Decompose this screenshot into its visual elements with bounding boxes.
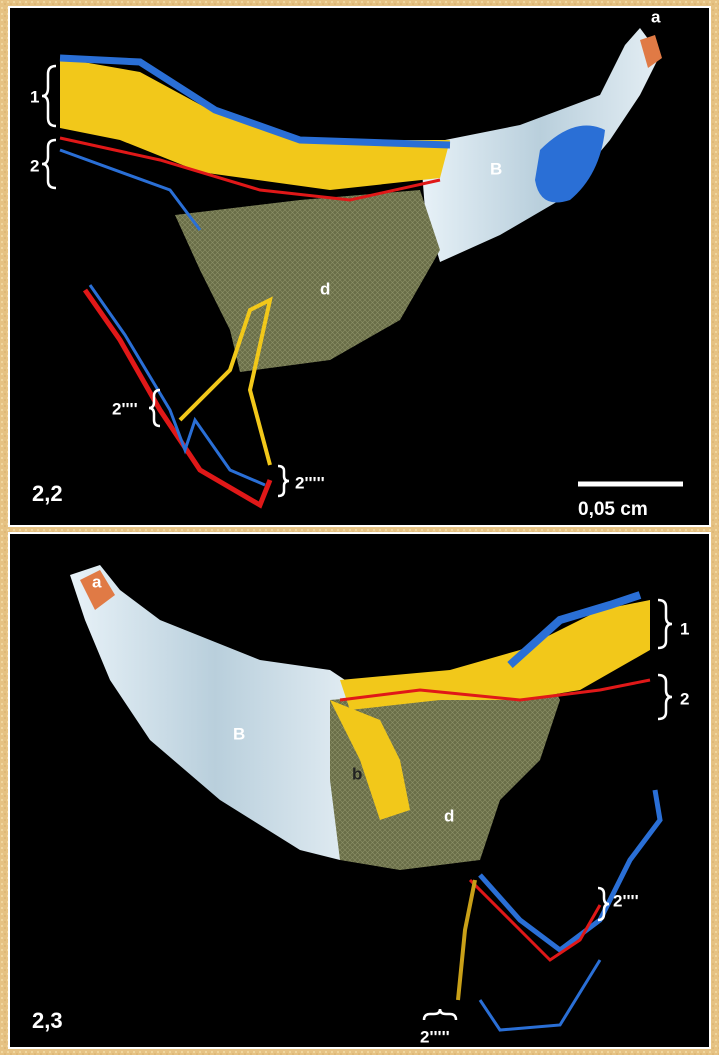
figure: 1 2 a B d 2'''' 2''''' 2,2 0,05 cm a B b… <box>0 0 719 1055</box>
annotation: B <box>490 159 502 178</box>
panel: 1 2 a B d 2'''' 2''''' 2,2 0,05 cm <box>9 7 710 526</box>
annotation: a <box>651 7 661 26</box>
scale-label: 0,05 cm <box>578 499 648 520</box>
annotation: a <box>92 572 102 591</box>
annotation: d <box>320 279 330 298</box>
page: 1 2 a B d 2'''' 2''''' 2,2 0,05 cm a B b… <box>0 0 719 1055</box>
annotation: 1 <box>680 619 689 638</box>
panel: a B b d 1 2 2'''' 2''''' 2,3 <box>9 533 710 1048</box>
panel-label: 2,3 <box>32 1008 63 1033</box>
annotation: 1 <box>30 87 39 106</box>
annotation: 2''''' <box>295 473 325 492</box>
annotation: 2 <box>680 689 689 708</box>
annotation: 2'''' <box>613 891 639 910</box>
panel-label: 2,2 <box>32 481 63 506</box>
annotation: b <box>352 764 362 783</box>
annotation: 2'''' <box>112 399 138 418</box>
annotation: 2 <box>30 156 39 175</box>
annotation: d <box>444 806 454 825</box>
annotation: 2''''' <box>420 1027 450 1046</box>
annotation: B <box>233 724 245 743</box>
